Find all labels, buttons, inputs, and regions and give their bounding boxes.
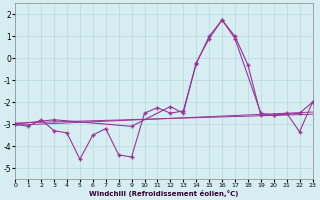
X-axis label: Windchill (Refroidissement éolien,°C): Windchill (Refroidissement éolien,°C) [89,190,239,197]
